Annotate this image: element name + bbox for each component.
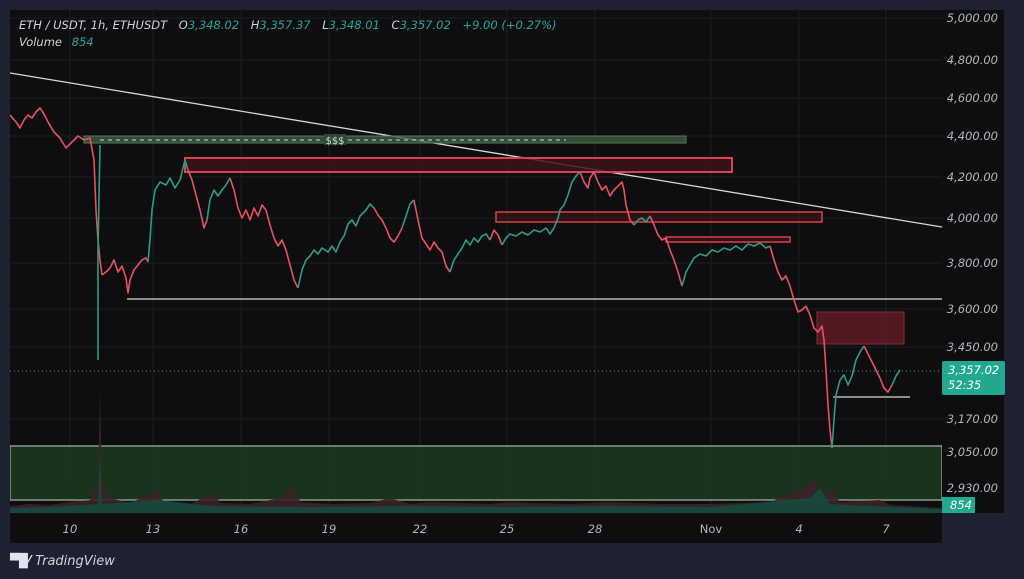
volume-tag: 854 [942,497,975,513]
price-tick: 2,930.00 [946,481,998,495]
time-tick: 7 [882,522,890,536]
time-tick: 22 [412,522,428,536]
grid [10,10,942,513]
current-price: 3,357.02 [948,363,1000,377]
price-tick: 3,450.00 [946,340,998,354]
price-tick: 3,170.00 [946,412,998,426]
chart-canvas[interactable]: $$$ [10,10,942,513]
price-tick: 4,200.00 [946,170,998,184]
volume-value: 854 [71,35,94,49]
open-value: 3,348.02 [187,18,240,32]
tradingview-brand[interactable]: ▀▉⁄ TradingView [10,553,115,569]
time-tick: 25 [499,522,515,536]
liquidity-label: $$$ [325,136,344,147]
price-tick: 3,600.00 [946,302,998,316]
time-tick: 28 [587,522,603,536]
price-axis[interactable]: 5,000.00 4,800.00 4,600.00 4,400.00 4,20… [942,10,1004,513]
time-tick: 10 [62,522,78,536]
price-tick: 5,000.00 [946,11,998,25]
symbol-label[interactable]: ETH / USDT, 1h, ETHUSDT [19,18,168,32]
volume-label[interactable]: Volume [19,35,62,49]
supply-zone-2[interactable] [495,211,823,223]
change-value: +9.00 (+0.27%) [462,18,557,32]
price-tick: 4,000.00 [946,211,998,225]
price-tick: 3,800.00 [946,256,998,270]
low-value: 3,348.01 [328,18,380,32]
ohlc-row: ETH / USDT, 1h, ETHUSDT O3,348.02 H3,357… [19,18,557,32]
close-value: 3,357.02 [399,18,451,32]
time-axis[interactable]: 10 13 16 19 22 25 28 Nov 4 7 [10,513,942,543]
demand-zone[interactable] [10,445,942,501]
tradingview-logo-icon: ▀▉⁄ [10,553,30,569]
price-tick: 4,600.00 [946,91,998,105]
chart-legend: ETH / USDT, 1h, ETHUSDT O3,348.02 H3,357… [19,17,557,51]
volume-row: Volume 854 [19,34,557,51]
price-tick: 4,800.00 [946,53,998,67]
price-tick: 3,050.00 [946,445,998,459]
time-tick: 16 [233,522,249,536]
descending-trendline[interactable] [10,72,942,228]
time-tick: 13 [145,522,161,536]
supply-zone-3[interactable] [665,236,791,243]
current-price-tag: 3,357.02 52:35 [942,361,1005,395]
price-chart[interactable]: $$$ [10,10,942,513]
supply-zone-1[interactable] [184,157,733,173]
high-value: 3,357.37 [259,18,311,32]
bar-countdown: 52:35 [948,378,982,392]
time-tick-month: Nov [699,522,723,536]
time-tick: 19 [321,522,337,536]
volume-bars [10,390,942,513]
brand-name: TradingView [35,553,115,569]
supply-zone-4[interactable] [816,311,905,345]
time-tick: 4 [795,522,803,536]
price-tick: 4,400.00 [946,129,998,143]
price-series [10,107,901,449]
